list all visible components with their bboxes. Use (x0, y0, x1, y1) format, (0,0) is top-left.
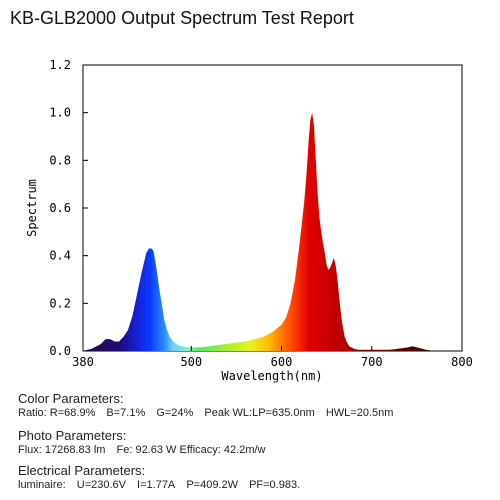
y-tick-label: 0.8 (49, 153, 71, 167)
y-tick-label: 0.0 (49, 344, 71, 358)
chart-marks (83, 112, 462, 351)
flux: Flux: 17268.83 lm (18, 444, 106, 456)
ratio-r: Ratio: R=68.9% (18, 407, 96, 419)
photo-parameters-values: Flux: 17268.83 lm Fe: 92.63 W Efficacy: … (18, 444, 265, 456)
fe: Fe: 92.63 (116, 444, 163, 456)
x-tick-label: 600 (271, 355, 293, 369)
peak-wavelength: Peak WL:LP=635.0nm (204, 407, 315, 419)
x-tick-label: 380 (72, 355, 94, 369)
x-tick-label: 800 (451, 355, 473, 369)
color-parameters-values: Ratio: R=68.9% B=7.1% G=24% Peak WL:LP=6… (18, 407, 393, 419)
x-tick-label: 700 (361, 355, 383, 369)
x-tick-label: 500 (180, 355, 202, 369)
current: I=1.77A (137, 479, 176, 491)
hwl: HWL=20.5nm (325, 407, 394, 419)
electrical-parameters-values: luminaire: U=230.6V I=1.77A P=409.2W PF=… (18, 479, 300, 491)
x-axis-ticks: 380 500 600 700 800 (72, 346, 473, 369)
report-title: KB-GLB2000 Output Spectrum Test Report (10, 8, 354, 28)
x-axis-label: Wavelength(nm) (221, 369, 322, 383)
electrical-parameters: Electrical Parameters: luminaire: U=230.… (18, 463, 300, 491)
y-tick-label: 0.4 (49, 249, 71, 263)
ratio-g: G=24% (156, 407, 194, 419)
power-factor: PF=0.983. (249, 479, 301, 491)
spectrum-chart: 0.0 0.2 0.4 0.6 0.8 1.0 1.2 380 500 600 700 800 Wa… (25, 58, 473, 383)
photo-parameters: Photo Parameters: Flux: 17268.83 lm Fe: … (18, 428, 265, 456)
y-tick-label: 0.2 (49, 296, 71, 310)
voltage: U=230.6V (76, 479, 126, 491)
y-tick-label: 0.6 (49, 201, 71, 215)
power: P=409.2W (186, 479, 239, 491)
efficacy: W Efficacy: 42.2m/w (166, 444, 266, 456)
y-tick-label: 1.2 (49, 58, 71, 72)
ratio-b: B=7.1% (106, 407, 146, 419)
luminaire-label: luminaire: (18, 479, 66, 491)
photo-parameters-heading: Photo Parameters: (18, 428, 127, 443)
y-axis-label: Spectrum (25, 179, 39, 237)
color-parameters: Color Parameters: Ratio: R=68.9% B=7.1% … (18, 391, 393, 419)
spectrum-area (83, 112, 462, 351)
y-tick-label: 1.0 (49, 106, 71, 120)
y-axis-ticks: 0.0 0.2 0.4 0.6 0.8 1.0 1.2 (49, 58, 88, 358)
color-parameters-heading: Color Parameters: (18, 391, 124, 406)
electrical-parameters-heading: Electrical Parameters: (18, 463, 146, 478)
